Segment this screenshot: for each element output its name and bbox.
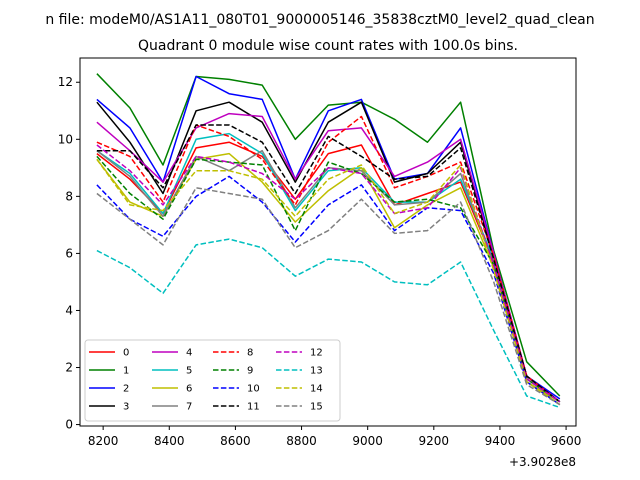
legend-label-1: 1	[123, 366, 129, 377]
x-tick-label: 8600	[220, 434, 251, 448]
legend-label-13: 13	[310, 366, 323, 377]
legend-label-2: 2	[123, 384, 129, 395]
series-line-15	[96, 187, 561, 406]
legend-label-11: 11	[247, 402, 260, 413]
legend-label-5: 5	[186, 366, 192, 377]
chart-title: Quadrant 0 module wise count rates with …	[138, 38, 518, 54]
series-line-1	[96, 73, 561, 397]
x-tick-label: 8800	[286, 434, 317, 448]
x-tick-label: 8400	[154, 434, 185, 448]
y-tick-label: 10	[58, 132, 73, 146]
series-line-2	[96, 75, 561, 400]
legend-label-0: 0	[123, 348, 129, 359]
axes-frame	[79, 57, 577, 427]
legend-label-10: 10	[247, 384, 260, 395]
x-tick-label: 8200	[88, 434, 119, 448]
y-tick-label: 4	[65, 303, 73, 317]
legend-label-6: 6	[186, 384, 192, 395]
series-line-11	[96, 124, 561, 403]
y-tick-label: 6	[65, 246, 73, 260]
y-tick-label: 2	[65, 361, 73, 375]
x-tick-label: 9600	[551, 434, 582, 448]
y-tick-label: 0	[65, 418, 73, 432]
y-tick-label: 12	[58, 75, 73, 89]
x-axis: 8200 8400 8600 8800 9000 9200 9400 9600	[88, 426, 581, 448]
y-axis: 0 2 4 6 8 10 12	[58, 75, 80, 432]
legend-label-14: 14	[310, 384, 323, 395]
legend-label-7: 7	[186, 402, 192, 413]
series-line-14	[96, 158, 561, 406]
series-line-13	[96, 238, 561, 409]
legend-label-4: 4	[186, 348, 192, 359]
series-line-10	[96, 175, 561, 406]
x-tick-label: 9200	[419, 434, 450, 448]
figure-suptitle: n file: modeM0/AS1A11_080T01_9000005146_…	[45, 12, 594, 28]
x-axis-offset-label: +3.9028e8	[509, 455, 576, 469]
series-line-12	[96, 144, 561, 403]
legend-label-8: 8	[247, 348, 253, 359]
y-tick-label: 8	[65, 189, 73, 203]
series-line-9	[96, 155, 561, 403]
plot-lines	[96, 73, 561, 409]
x-tick-label: 9400	[485, 434, 516, 448]
legend-label-12: 12	[310, 348, 323, 359]
legend-label-3: 3	[123, 402, 129, 413]
series-line-4	[96, 112, 561, 403]
series-line-8	[96, 115, 561, 403]
legend-label-9: 9	[247, 366, 253, 377]
legend-label-15: 15	[310, 402, 323, 413]
x-tick-label: 9000	[352, 434, 383, 448]
legend-box	[84, 339, 341, 422]
